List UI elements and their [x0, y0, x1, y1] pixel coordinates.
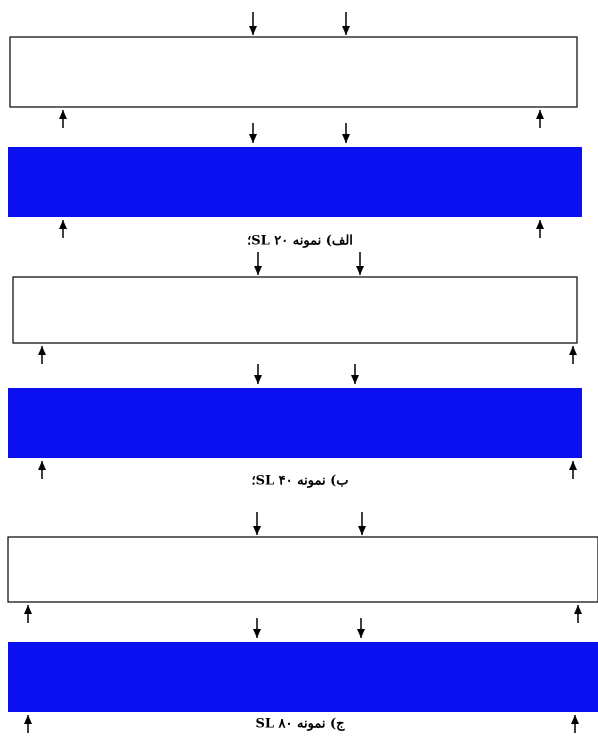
- fe-model: [8, 642, 598, 712]
- beam: [10, 37, 577, 107]
- fe-model: [8, 388, 582, 458]
- beam: [8, 537, 598, 602]
- caption: ج) نمونه SL ۸۰: [255, 717, 345, 732]
- caption: ب) نمونه SL ۴۰؛: [251, 474, 348, 489]
- figure: الف) نمونه SL ۲۰؛ ب) نمونه SL ۴۰؛ ج) نمو…: [0, 0, 598, 743]
- beam: [13, 277, 577, 343]
- caption: الف) نمونه SL ۲۰؛: [247, 234, 353, 249]
- fe-model: [8, 147, 582, 217]
